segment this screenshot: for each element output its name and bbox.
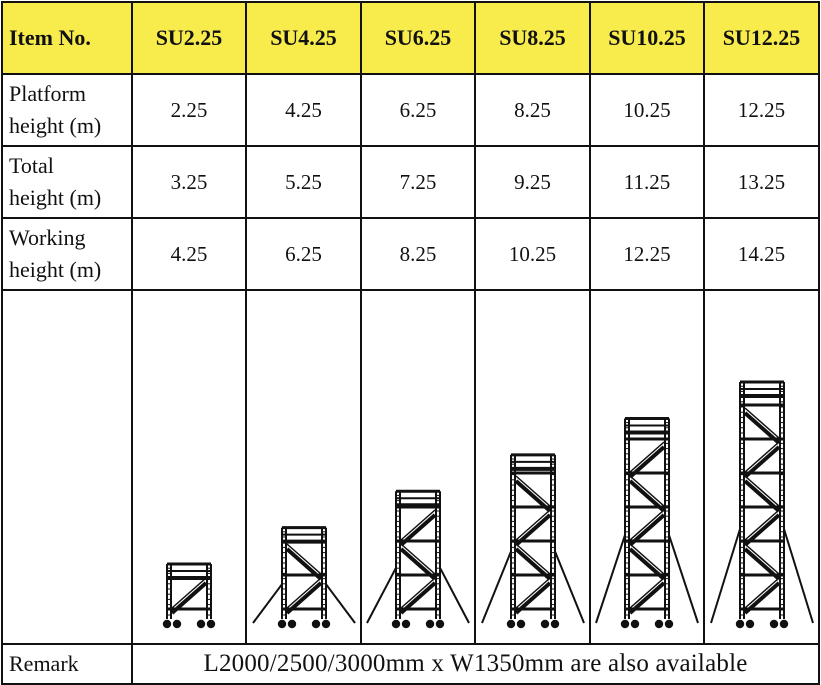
model-header: SU2.25 [131,1,247,75]
scaffold-tower-icon [595,416,699,629]
scaffold-tower-icon [709,380,814,629]
row-label-line: height (m) [9,185,102,210]
tower-cell [131,289,247,645]
row-label: Working height (m) [1,217,133,291]
table-cell: 4.25 [131,217,247,291]
total-height-row: Total height (m) 3.25 5.25 7.25 9.25 11.… [1,145,820,219]
remark-label: Remark [1,643,133,685]
model-header: SU6.25 [360,1,476,75]
row-label-line: height (m) [9,113,102,138]
table-cell: 8.25 [474,73,591,147]
row-label-line: Working [9,225,86,250]
table-cell: 5.25 [245,145,362,219]
working-height-row: Working height (m) 4.25 6.25 8.25 10.25 … [1,217,820,291]
tower-cell [245,289,362,645]
row-label: Platform height (m) [1,73,133,147]
tower-cell [360,289,476,645]
model-header: SU4.25 [245,1,362,75]
scaffold-tower-icon [480,453,585,629]
scaffold-tower-icon [162,562,216,629]
table-cell: 3.25 [131,145,247,219]
remark-text: L2000/2500/3000mm x W1350mm are also ava… [131,643,820,685]
platform-height-row: Platform height (m) 2.25 4.25 6.25 8.25 … [1,73,820,147]
row-label-line: Total [9,153,54,178]
row-label: Total height (m) [1,145,133,219]
remark-row: Remark L2000/2500/3000mm x W1350mm are a… [1,643,820,685]
scaffold-tower-icon [251,526,356,629]
table-cell: 2.25 [131,73,247,147]
table-cell: 9.25 [474,145,591,219]
table-cell: 10.25 [589,73,705,147]
table-cell: 12.25 [703,73,820,147]
table-cell: 12.25 [589,217,705,291]
scaffold-tower-icon [366,489,470,629]
illustration-empty-cell [1,289,133,645]
table-cell: 6.25 [360,73,476,147]
tower-cell [589,289,705,645]
header-row: Item No. SU2.25 SU4.25 SU6.25 SU8.25 SU1… [1,1,820,75]
table-cell: 6.25 [245,217,362,291]
table-cell: 11.25 [589,145,705,219]
table-cell: 7.25 [360,145,476,219]
model-header: SU8.25 [474,1,591,75]
model-header: SU12.25 [703,1,820,75]
row-label-line: height (m) [9,257,102,282]
tower-cell [703,289,820,645]
model-header: SU10.25 [589,1,705,75]
tower-cell [474,289,591,645]
table-cell: 13.25 [703,145,820,219]
row-label-line: Platform [9,81,86,106]
illustration-row [1,289,820,645]
table-cell: 8.25 [360,217,476,291]
table-cell: 14.25 [703,217,820,291]
table-cell: 4.25 [245,73,362,147]
table-cell: 10.25 [474,217,591,291]
item-no-header: Item No. [1,1,133,75]
